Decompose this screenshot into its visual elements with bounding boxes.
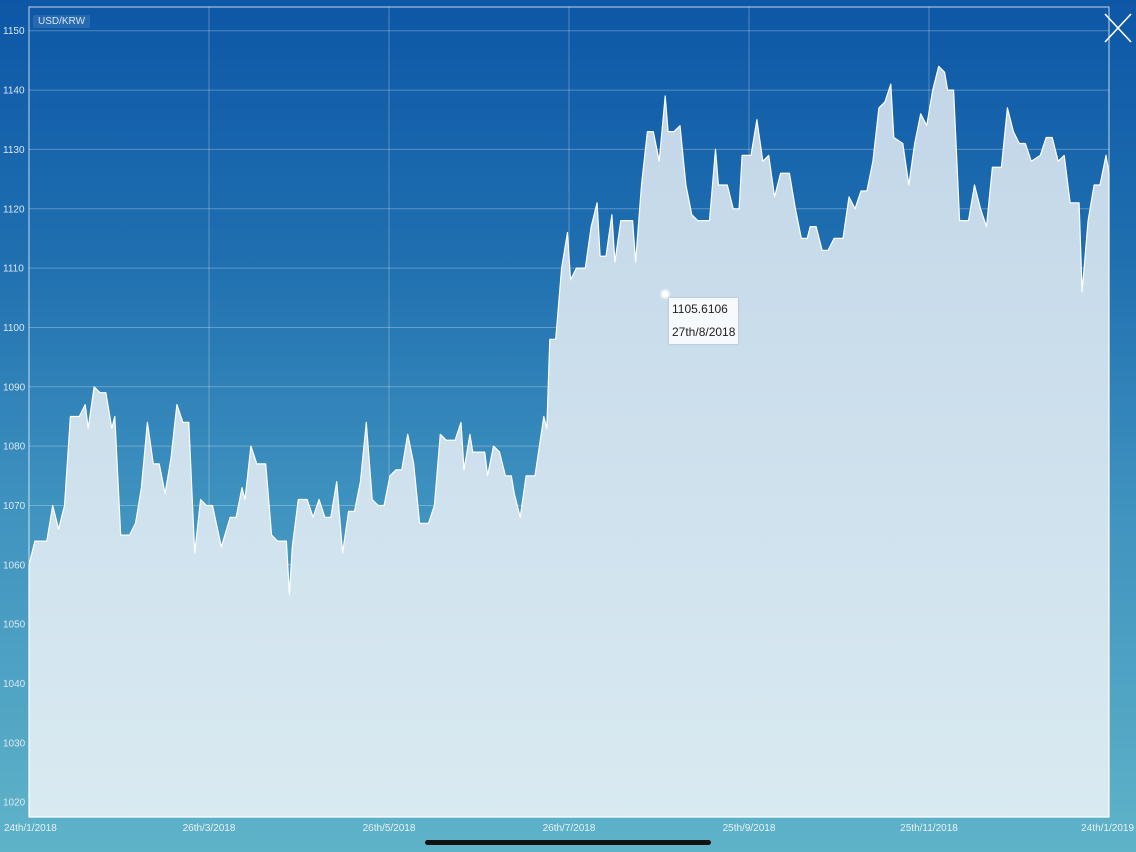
x-tick-label: 26th/7/2018: [543, 823, 596, 834]
x-tick-label: 25th/11/2018: [900, 823, 958, 834]
x-tick-label: 24th/1/2018: [4, 823, 57, 834]
home-indicator: [425, 840, 711, 845]
y-tick-label: 1140: [3, 86, 25, 97]
series-area-usd-krw: [28, 65, 1110, 818]
x-tick-label: 26th/5/2018: [363, 823, 416, 834]
y-tick-label: 1090: [3, 382, 26, 393]
y-tick-label: 1030: [3, 738, 26, 749]
x-axis: 24th/1/2018 26th/3/2018 26th/5/2018 26th/7/…: [4, 823, 1134, 834]
y-tick-label: 1120: [3, 204, 25, 215]
x-tick-label: 26th/3/2018: [183, 823, 236, 834]
currency-pair-label: USD/KRW: [33, 15, 91, 28]
y-tick-label: 1060: [3, 560, 26, 571]
y-tick-label: 1130: [3, 145, 25, 156]
y-tick-label: 1150: [3, 26, 25, 37]
y-tick-label: 1080: [3, 442, 26, 453]
tooltip-date: 27th/8/2018: [672, 325, 736, 339]
x-tick-label: 25th/9/2018: [723, 823, 776, 834]
y-tick-label: 1050: [3, 620, 26, 631]
y-tick-label: 1070: [3, 501, 26, 512]
plot-border: [28, 6, 1110, 818]
x-tick-label: 24th/1/2019: [1081, 823, 1134, 834]
tooltip-value: 1105.6106: [672, 302, 728, 316]
highlighted-data-point[interactable]: [659, 288, 671, 300]
y-axis: 1020 1030 1040 1050 1060 1070 1080 1090 1100 1110…: [3, 26, 26, 808]
data-point-tooltip: 1105.6106 27th/8/2018: [669, 298, 738, 344]
y-tick-label: 1020: [3, 798, 26, 809]
y-tick-label: 1040: [3, 679, 26, 690]
close-button[interactable]: [1101, 10, 1135, 46]
close-icon: [1104, 13, 1132, 43]
y-tick-label: 1100: [3, 323, 25, 334]
y-tick-label: 1110: [3, 264, 24, 275]
